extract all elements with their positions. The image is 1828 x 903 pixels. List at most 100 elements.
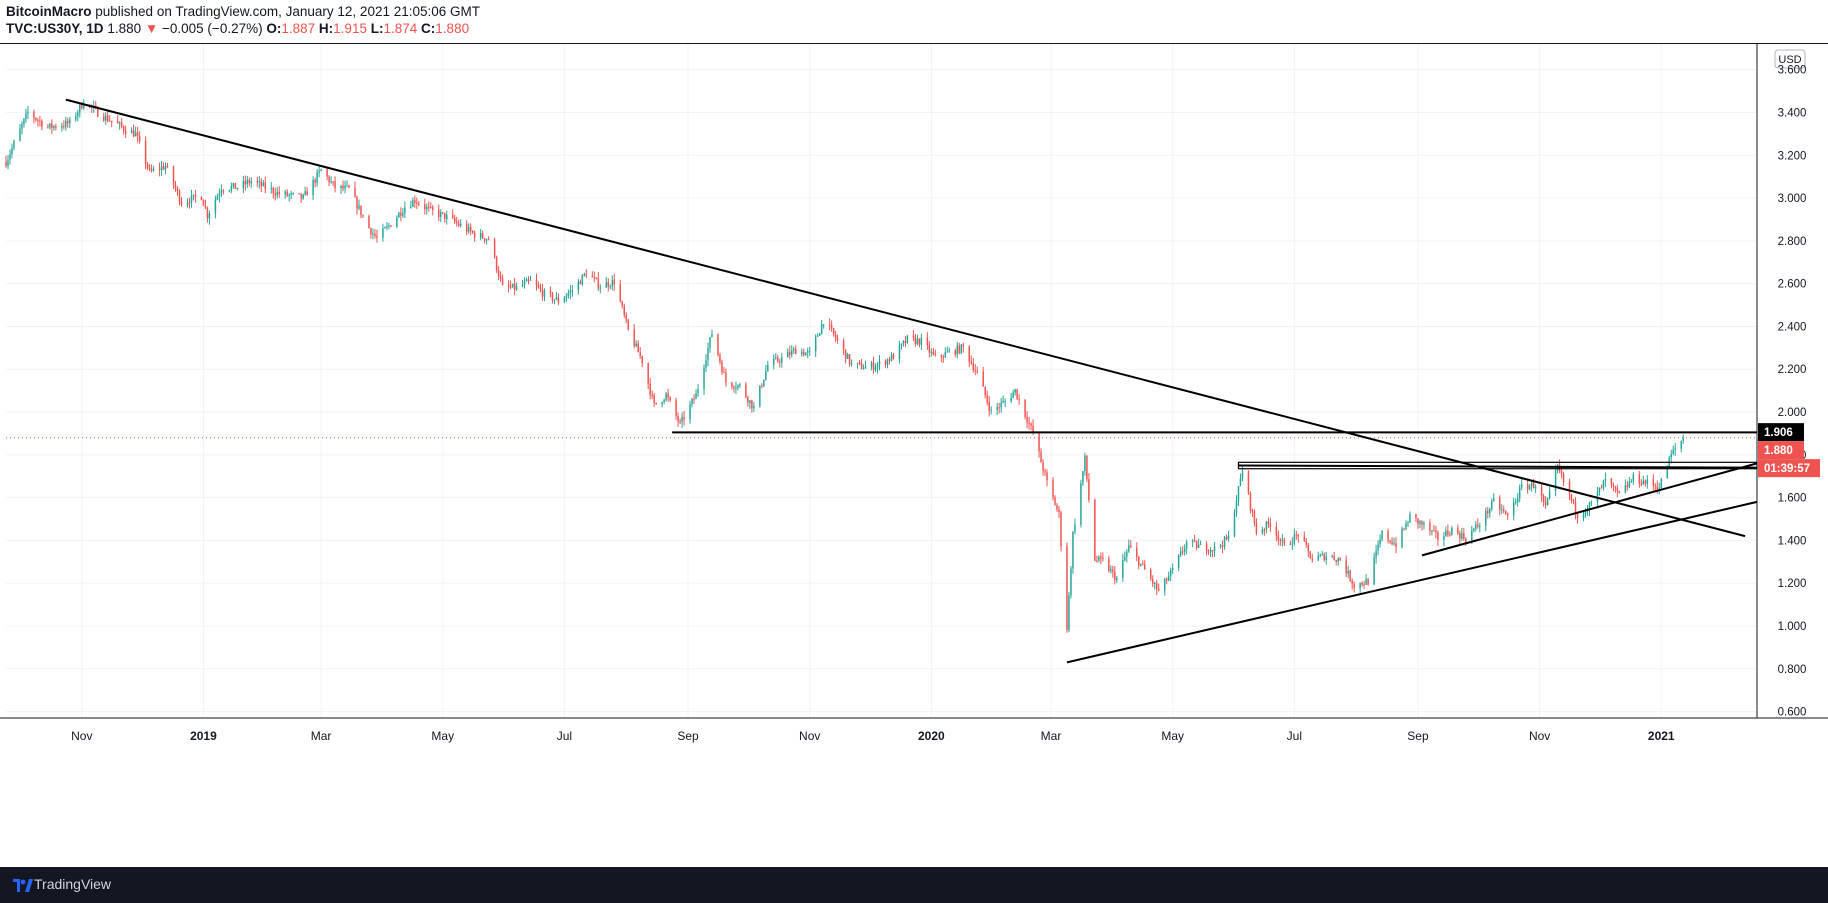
candle-body: [204, 205, 207, 208]
candle: [679, 418, 681, 425]
candle-body: [647, 363, 649, 384]
candle-body: [469, 227, 472, 232]
author-name[interactable]: BitcoinMacro: [6, 4, 92, 19]
candle-body: [830, 325, 833, 329]
candle-body: [1275, 526, 1278, 536]
price-tick-label: 3.000: [1778, 193, 1807, 205]
candle: [382, 223, 384, 242]
candle-body: [1124, 556, 1126, 561]
candle-body: [1000, 402, 1002, 408]
candle: [1002, 395, 1004, 404]
symbol-name[interactable]: TVC:US30Y, 1D: [6, 21, 104, 36]
candle: [641, 355, 643, 368]
candle: [808, 346, 811, 357]
candle-body: [1058, 509, 1060, 513]
candle-body: [1223, 537, 1226, 547]
candle: [473, 230, 476, 242]
candle-body: [166, 165, 169, 167]
candle-body: [414, 200, 416, 203]
candle: [1163, 577, 1166, 596]
candle: [481, 230, 484, 239]
chart-area[interactable]: USD0.6000.8001.0001.2001.4001.6001.8002.…: [0, 44, 1828, 867]
candle-body: [292, 193, 294, 195]
candle-body: [316, 172, 318, 183]
price-label-text: 01:39:57: [1764, 463, 1810, 475]
candle: [258, 175, 261, 189]
candle: [1130, 539, 1132, 549]
candle: [1199, 540, 1202, 545]
candle: [443, 212, 446, 223]
candle-body: [1626, 485, 1629, 488]
candle: [148, 164, 151, 172]
candle: [737, 384, 739, 391]
candle-body: [808, 351, 811, 353]
candle: [1415, 513, 1417, 523]
candle-body: [1128, 545, 1130, 552]
candle: [830, 320, 833, 332]
candle-body: [174, 184, 177, 189]
candle: [1219, 544, 1222, 549]
candle-body: [222, 190, 225, 192]
candle: [1012, 389, 1014, 399]
candle: [791, 345, 793, 358]
candle: [549, 286, 552, 298]
candle: [39, 115, 41, 127]
candle-body: [1375, 550, 1377, 558]
candle-body: [83, 105, 85, 109]
candle-body: [1367, 579, 1369, 585]
footer-bar: TradingView: [0, 867, 1828, 903]
candle-body: [404, 207, 406, 213]
candle-body: [483, 238, 486, 241]
candle: [1171, 563, 1174, 574]
chart-canvas[interactable]: USD0.6000.8001.0001.2001.4001.6001.8002.…: [0, 44, 1828, 867]
candle: [47, 124, 49, 129]
candle: [290, 190, 292, 200]
candle-body: [442, 212, 444, 214]
candle-body: [1193, 540, 1196, 542]
candle: [1251, 508, 1254, 518]
candle: [138, 131, 141, 144]
candle: [65, 116, 67, 131]
candle: [1600, 484, 1603, 489]
candle-body: [593, 277, 596, 279]
candle-body: [302, 194, 304, 199]
candle-body: [1142, 563, 1144, 565]
candle-body: [1465, 538, 1467, 542]
candle-body: [116, 121, 119, 124]
candle-body: [581, 274, 584, 285]
tradingview-logo-icon[interactable]: [12, 876, 34, 894]
candle-body: [1096, 560, 1098, 562]
candle-body: [984, 386, 986, 396]
candle-body: [314, 179, 316, 183]
candle-body: [1311, 558, 1314, 561]
candle: [683, 410, 685, 426]
candle: [483, 237, 486, 244]
candle-body: [1548, 490, 1551, 499]
candle: [651, 390, 653, 400]
candle-body: [176, 188, 179, 192]
candle: [278, 186, 280, 198]
candle-body: [1044, 470, 1046, 473]
candle: [1526, 478, 1529, 494]
candle: [717, 333, 719, 357]
candle-body: [356, 197, 358, 209]
candle-body: [697, 388, 699, 394]
time-tick-label: 2019: [190, 729, 217, 743]
candle-body: [228, 190, 231, 192]
candle-body: [1506, 513, 1509, 516]
candle: [262, 180, 265, 187]
candle-body: [543, 290, 546, 297]
candle: [1457, 524, 1459, 536]
footer-brand[interactable]: TradingView: [34, 876, 112, 892]
candle: [272, 186, 274, 199]
candle-body: [455, 221, 458, 224]
candle-body: [1530, 482, 1533, 487]
candle-body: [260, 181, 263, 187]
candle: [541, 284, 544, 301]
candle: [453, 214, 456, 225]
candle: [667, 388, 669, 402]
candle: [733, 385, 735, 393]
candle-body: [595, 277, 598, 279]
candle: [637, 340, 639, 353]
candle-body: [870, 362, 873, 367]
